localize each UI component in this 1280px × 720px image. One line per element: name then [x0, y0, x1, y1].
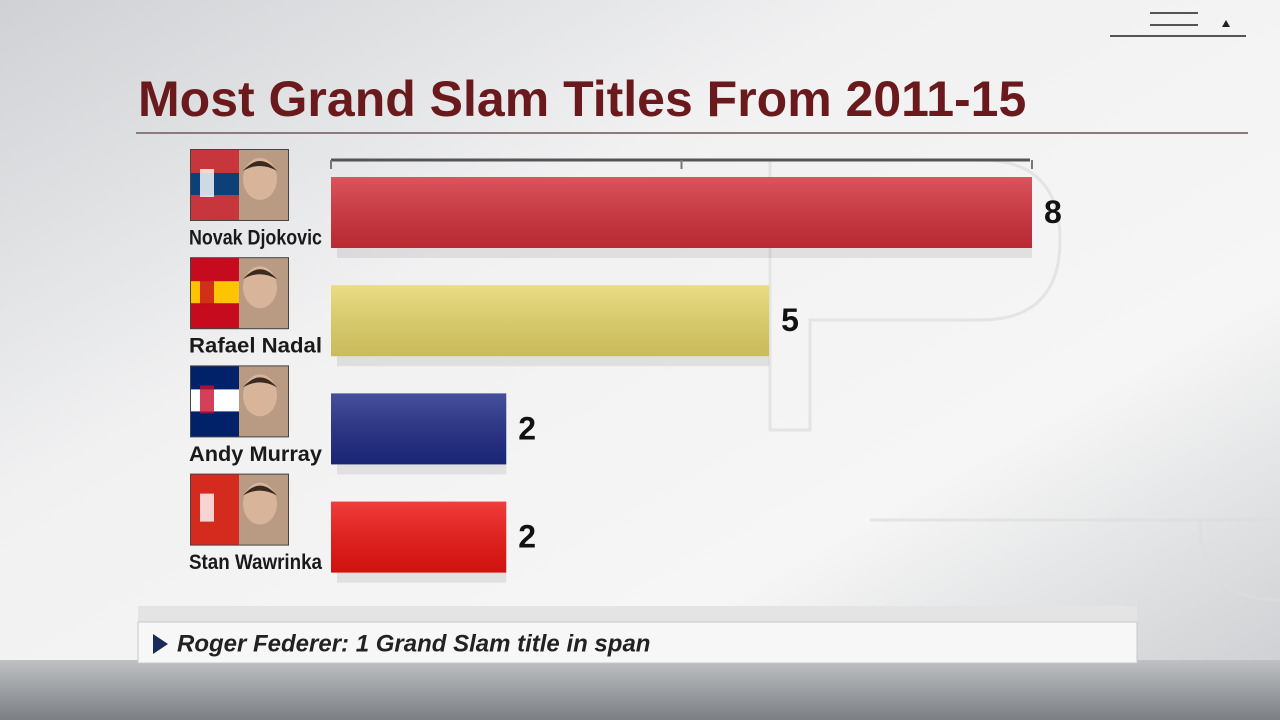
backdrop-letters — [768, 158, 1280, 602]
bar-shadow — [337, 248, 1032, 258]
footnote: Roger Federer: 1 Grand Slam title in spa… — [177, 630, 650, 657]
footer-arrow — [153, 634, 168, 654]
player-avatar — [190, 365, 289, 438]
menu-icon — [1110, 12, 1246, 37]
avatar-face — [243, 482, 277, 525]
menu-arrow — [1222, 20, 1230, 27]
player-name: Andy Murray — [189, 443, 322, 466]
avatar-hair — [243, 485, 277, 496]
bar-shadow — [337, 464, 507, 475]
player-name: Rafael Nadal — [189, 335, 322, 358]
bar-shade — [331, 177, 1032, 248]
player-avatar — [190, 473, 289, 546]
avatar-flag-stripe — [191, 497, 239, 520]
footer-band — [138, 606, 1137, 622]
value-label: 5 — [781, 302, 799, 338]
avatar-flag-detail — [200, 385, 214, 414]
floor — [0, 660, 1280, 720]
bar-shadow — [337, 356, 770, 367]
value-label: 2 — [518, 410, 536, 446]
avatar-flag-stripe — [191, 173, 239, 195]
bar-shade — [331, 285, 770, 357]
player-avatar — [190, 149, 289, 221]
value-label: 8 — [1044, 194, 1062, 230]
bar-shade — [331, 393, 507, 465]
chart-title: Most Grand Slam Titles From 2011-15 — [138, 71, 1026, 127]
footer-bar — [137, 621, 1138, 664]
avatar-flag-detail — [200, 169, 214, 197]
bar-shadow — [337, 572, 507, 583]
avatar-flag-detail — [200, 493, 214, 522]
player-name: Novak Djokovic — [189, 227, 322, 250]
avatar-hair — [243, 161, 277, 171]
avatar-face — [243, 158, 277, 200]
avatar-flag-detail — [200, 277, 214, 306]
avatar-hair — [243, 269, 277, 280]
value-label: 2 — [518, 519, 536, 555]
avatar-flag-stripe — [191, 389, 239, 412]
avatar-flag-stripe — [191, 281, 239, 304]
avatar-face — [243, 374, 277, 417]
player-name: Stan Wawrinka — [189, 551, 322, 574]
avatar-face — [243, 266, 277, 309]
bar-shade — [331, 501, 507, 573]
avatar-hair — [243, 377, 277, 388]
player-avatar — [190, 257, 289, 330]
